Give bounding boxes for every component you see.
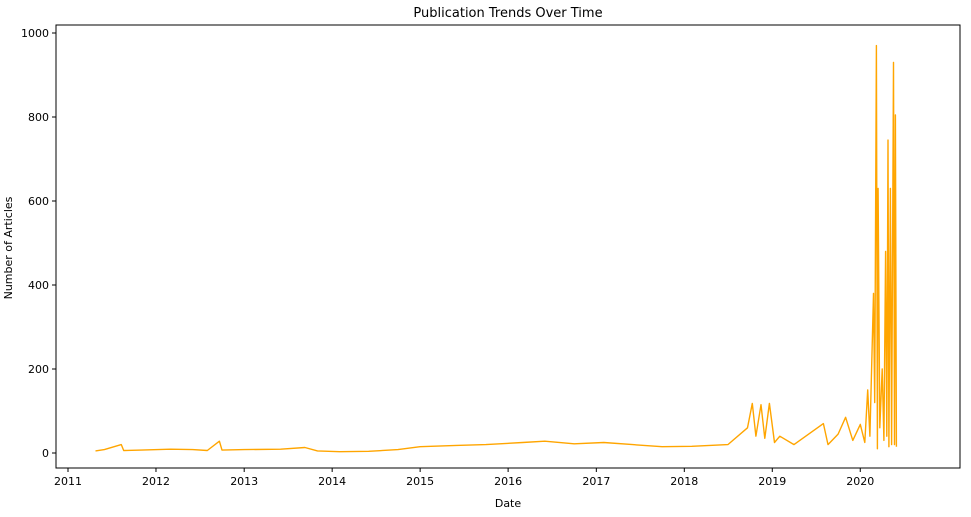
x-tick-label: 2019 <box>758 475 786 488</box>
y-axis-label: Number of Articles <box>2 196 15 299</box>
x-tick-label: 2015 <box>406 475 434 488</box>
chart-title: Publication Trends Over Time <box>413 6 602 21</box>
y-tick-label: 600 <box>28 195 49 208</box>
y-tick-label: 200 <box>28 363 49 376</box>
x-tick-label: 2016 <box>494 475 522 488</box>
x-tick-label: 2017 <box>582 475 610 488</box>
x-tick-label: 2014 <box>318 475 346 488</box>
plot-area-frame <box>55 24 961 469</box>
y-tick-label: 400 <box>28 279 49 292</box>
x-tick-label: 2020 <box>846 475 874 488</box>
x-axis-ticks: 2011 2012 2013 2014 2015 2016 2017 2018 2019 2020 <box>54 468 874 488</box>
x-tick-label: 2018 <box>670 475 698 488</box>
y-tick-label: 1000 <box>21 27 49 40</box>
x-axis-label: Date <box>495 497 522 510</box>
series-line <box>95 44 898 453</box>
y-tick-label: 800 <box>28 111 49 124</box>
x-tick-label: 2011 <box>54 475 82 488</box>
x-tick-label: 2013 <box>230 475 258 488</box>
y-tick-label: 0 <box>42 447 49 460</box>
x-tick-label: 2012 <box>142 475 170 488</box>
line-series <box>95 44 898 453</box>
y-axis-ticks: 0 200 400 600 800 1000 <box>21 27 56 460</box>
